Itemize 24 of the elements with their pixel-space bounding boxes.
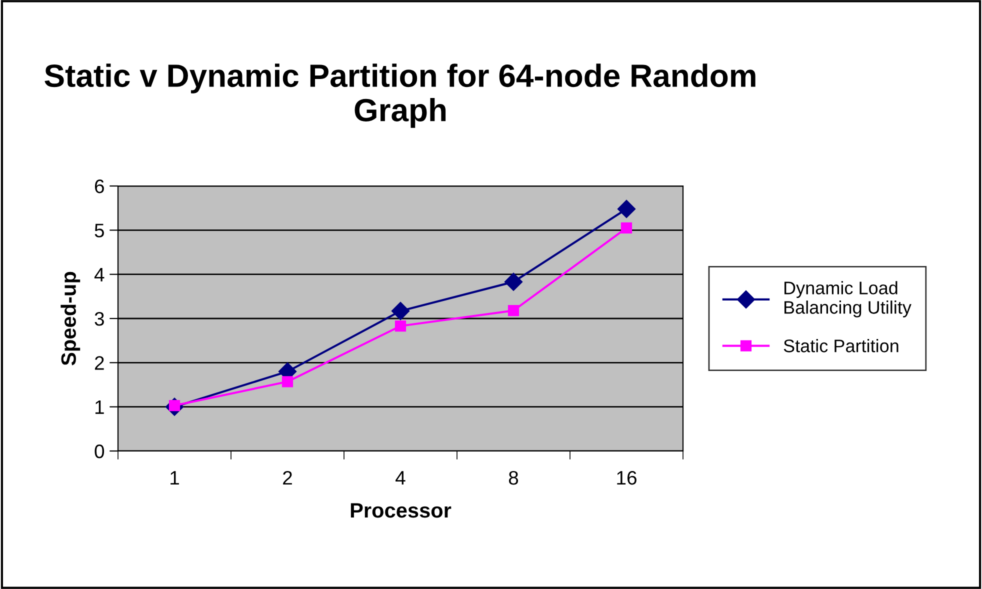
point — [504, 272, 523, 291]
point — [617, 200, 636, 218]
x-axis-title: Processor — [350, 503, 452, 518]
y-tick-label: 0 — [94, 444, 104, 458]
y-tick-label: 4 — [94, 268, 104, 282]
y-tick-label: 5 — [94, 224, 104, 238]
point — [620, 222, 632, 234]
chart-title: Static v Dynamic Partition for 64-node Random Graph — [44, 64, 756, 128]
x-tick-label: 16 — [617, 470, 636, 485]
legend-label: Static Partition — [784, 339, 898, 352]
y-tick-label: 6 — [94, 179, 104, 194]
legend-label: Dynamic Load Balancing Utility — [784, 281, 912, 318]
y-axis-title: Speed-up — [60, 272, 80, 366]
y-tick-label: 1 — [95, 400, 104, 414]
y-tick-label: 3 — [94, 312, 104, 326]
point — [394, 320, 406, 332]
point — [508, 304, 520, 316]
x-tick-label: 2 — [283, 470, 292, 485]
y-tick-label: 2 — [94, 356, 104, 370]
point — [282, 376, 294, 388]
point — [391, 302, 410, 320]
x-tick-label: 1 — [170, 471, 179, 485]
x-tick-label: 8 — [508, 470, 518, 485]
x-tick-label: 4 — [396, 471, 406, 485]
